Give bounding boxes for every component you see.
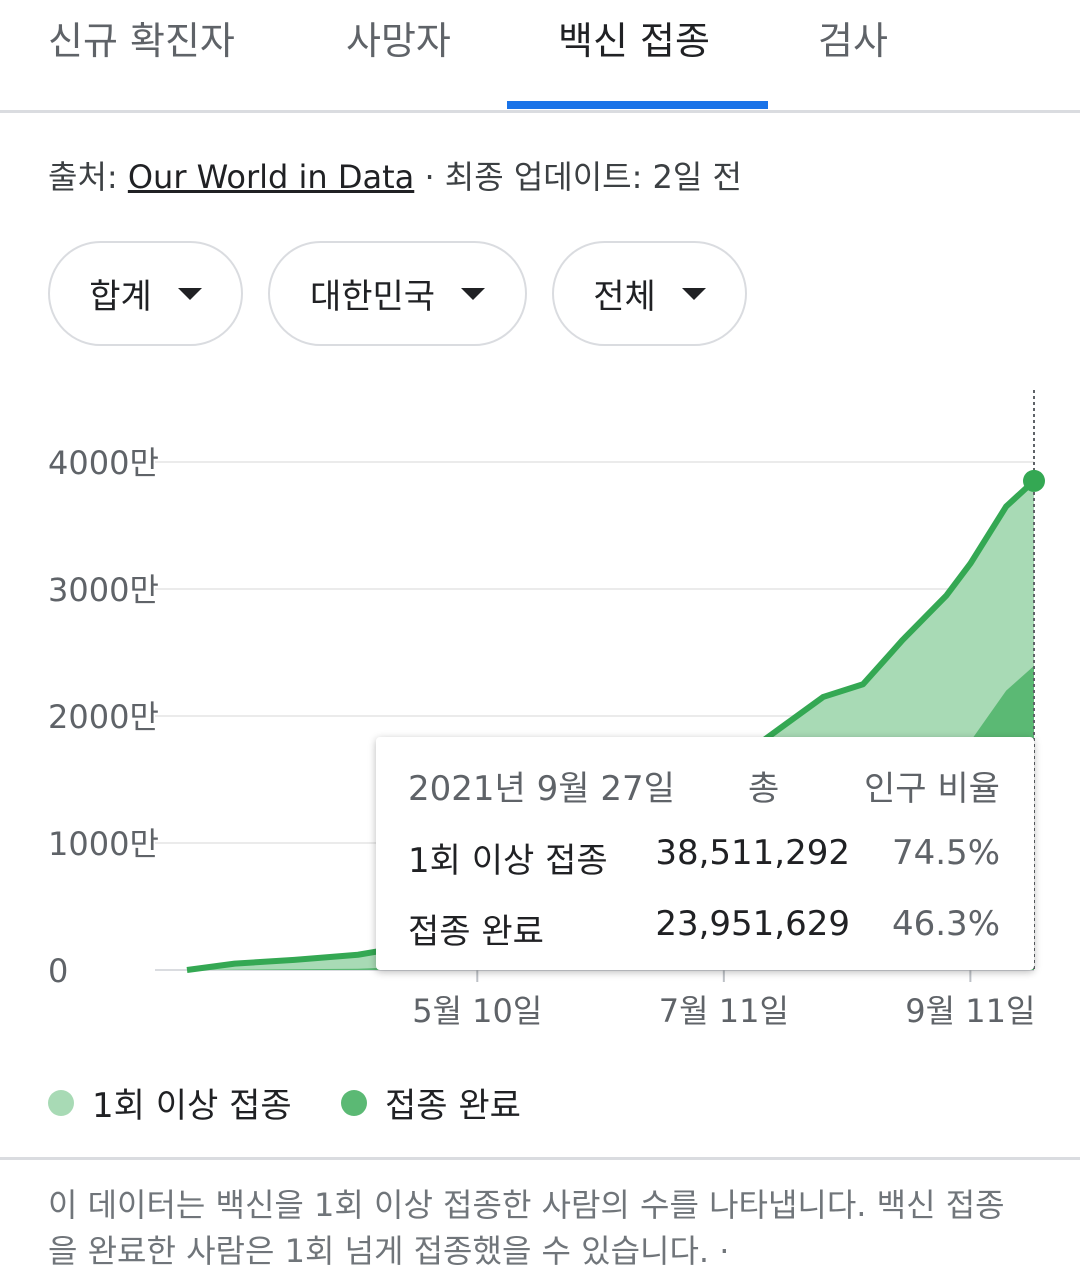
tab-vaccination[interactable]: 백신 접종: [558, 19, 710, 63]
y-tick-label: 0: [48, 952, 68, 990]
source-updated: · 최종 업데이트: 2일 전: [414, 158, 742, 196]
filter-scope-dropdown[interactable]: 전체: [552, 241, 747, 346]
source-prefix: 출처:: [48, 158, 128, 196]
legend-label: 접종 완료: [385, 1086, 521, 1126]
tab-new-cases[interactable]: 신규 확진자: [48, 19, 235, 63]
source-line: 출처: Our World in Data · 최종 업데이트: 2일 전: [48, 152, 742, 198]
chart-tooltip: 2021년 9월 27일 총 인구 비율 1회 이상 접종 38,511,292…: [376, 737, 1034, 970]
hover-point: [1023, 469, 1045, 492]
y-tick-label: 1000만: [48, 825, 159, 863]
tab-bar: 신규 확진자 사망자 백신 접종 검사: [0, 0, 1080, 113]
y-tick-label: 2000만: [48, 698, 159, 736]
x-tick-label: 9월 11일: [905, 992, 1035, 1030]
filter-region-dropdown[interactable]: 대한민국: [268, 241, 527, 346]
caret-down-icon: [461, 287, 486, 300]
filter-total-label: 합계: [89, 277, 152, 317]
filter-scope-label: 전체: [593, 277, 656, 317]
filter-region-label: 대한민국: [309, 277, 436, 317]
tab-tests[interactable]: 검사: [818, 19, 888, 63]
tooltip-row-ratio: 74.5%: [891, 833, 1000, 873]
filter-total-dropdown[interactable]: 합계: [48, 241, 243, 346]
tooltip-total-header: 총: [748, 769, 780, 809]
caret-down-icon: [177, 287, 202, 300]
tooltip-row-ratio: 46.3%: [891, 904, 1000, 944]
chart-description: 이 데이터는 백신을 1회 이상 접종한 사람의 수를 나타냅니다. 백신 접종…: [48, 1186, 1005, 1270]
source-link[interactable]: Our World in Data: [127, 158, 415, 196]
tab-deaths[interactable]: 사망자: [346, 19, 451, 63]
divider: [0, 1157, 1080, 1160]
legend-item-fully-vaccinated[interactable]: 접종 완료: [341, 1078, 521, 1127]
tooltip-ratio-header: 인구 비율: [864, 769, 1000, 809]
y-tick-label: 3000만: [48, 571, 159, 609]
legend-dot-icon: [341, 1089, 367, 1116]
y-tick-label: 4000만: [48, 444, 159, 482]
x-tick-label: 7월 11일: [659, 992, 789, 1030]
caret-down-icon: [681, 287, 706, 300]
x-tick-label: 5월 10일: [412, 992, 542, 1030]
legend-label: 1회 이상 접종: [92, 1086, 292, 1126]
tooltip-row-total: 38,511,292: [655, 833, 850, 873]
tooltip-row-label: 1회 이상 접종: [408, 841, 608, 881]
legend-item-first-dose[interactable]: 1회 이상 접종: [48, 1078, 292, 1127]
tooltip-date: 2021년 9월 27일: [408, 769, 675, 809]
active-tab-indicator: [507, 101, 768, 109]
tooltip-row-total: 23,951,629: [655, 904, 850, 944]
legend-dot-icon: [48, 1089, 74, 1116]
tooltip-row-label: 접종 완료: [408, 912, 544, 952]
